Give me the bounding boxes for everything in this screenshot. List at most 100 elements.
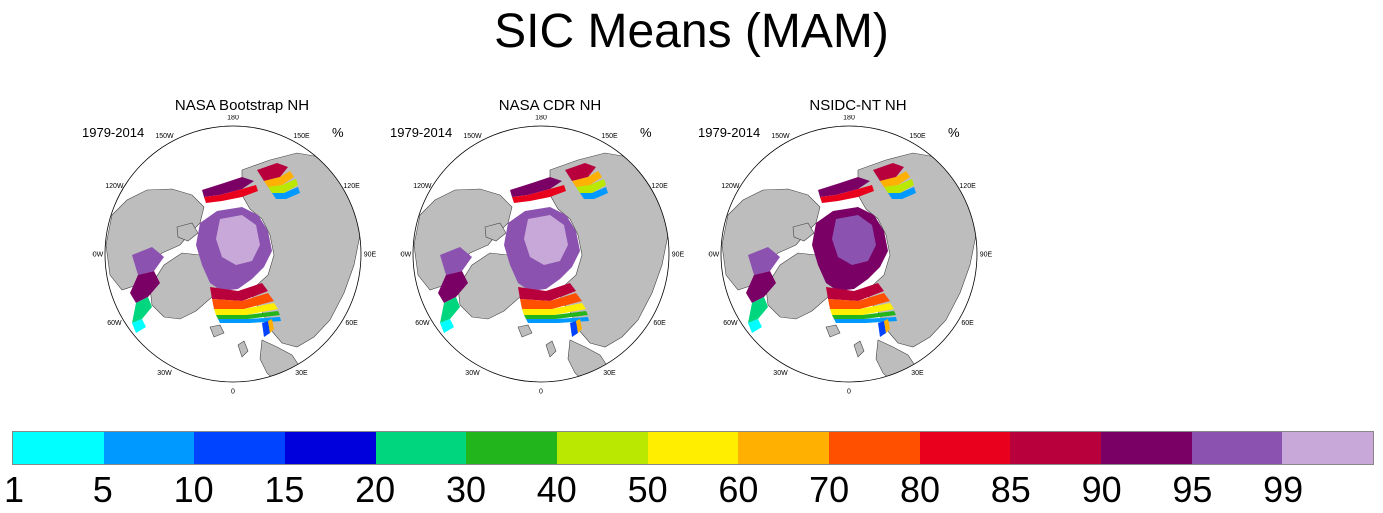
sea-ice-band <box>572 171 602 187</box>
sea-ice-band <box>512 185 566 203</box>
colorbar-label: 99 <box>1263 469 1304 510</box>
map-content <box>105 126 361 382</box>
sea-ice-band <box>818 177 870 197</box>
sea-ice-band <box>212 293 274 309</box>
sea-ice-band <box>522 303 586 315</box>
longitude-label: 150E <box>293 133 310 140</box>
colorbar-labels: 1 5 10 15 20 30 40 50 60 70 80 85 90 95 99 <box>0 470 1383 510</box>
longitude-label: 120E <box>959 183 976 190</box>
colorbar-label: 50 <box>627 469 668 510</box>
colorbar-box <box>919 432 1011 464</box>
longitude-label: 120W <box>413 183 432 190</box>
longitude-label: 30W <box>773 370 788 377</box>
sea-ice-band <box>570 321 578 337</box>
colorbar-box <box>1101 432 1192 464</box>
sea-ice-band <box>526 317 589 323</box>
longitude-label: 90W <box>708 252 720 259</box>
colorbar-label: 40 <box>536 469 577 510</box>
colorbar <box>12 431 1374 465</box>
longitude-label: 30W <box>465 370 480 377</box>
sea-ice-band <box>826 283 884 301</box>
map-boundary <box>104 125 362 383</box>
sea-ice-band <box>576 179 606 193</box>
colorbar-box <box>103 432 195 464</box>
sea-ice-band <box>132 247 164 275</box>
sea-ice-band <box>834 317 897 323</box>
longitude-label: 60E <box>653 320 666 327</box>
sea-ice-band <box>565 163 596 181</box>
longitude-label: 30E <box>911 370 924 377</box>
sea-ice-core <box>524 215 568 265</box>
longitude-label: 60E <box>961 320 974 327</box>
longitude-label: 150W <box>463 133 482 140</box>
panel-unit: % <box>948 125 960 140</box>
colorbar-label: 10 <box>173 469 214 510</box>
colorbar-label: 85 <box>990 469 1031 510</box>
longitude-label: 90W <box>400 252 412 259</box>
colorbar-box <box>466 432 558 464</box>
colorbar-box <box>647 432 739 464</box>
longitude-label: 90W <box>92 252 104 259</box>
colorbar-label: 60 <box>718 469 759 510</box>
map-panel-bootstrap: NASA Bootstrap NH 1979-2014 % 180 150E 120… <box>82 95 392 405</box>
panel-unit: % <box>332 125 344 140</box>
sea-ice-band <box>520 293 582 309</box>
colorbar-box <box>829 432 920 464</box>
land-mass <box>517 324 533 338</box>
sea-ice-band <box>132 319 146 333</box>
colorbar-box <box>738 432 830 464</box>
colorbar-label: 5 <box>92 469 113 510</box>
colorbar-box <box>557 432 648 464</box>
sea-ice-band <box>272 187 300 199</box>
sea-ice-band <box>204 185 258 203</box>
sea-ice-band <box>218 317 281 323</box>
sea-ice-band <box>510 177 562 197</box>
longitude-label: 120W <box>105 183 124 190</box>
sea-ice-band <box>746 271 776 303</box>
longitude-label: 150W <box>771 133 790 140</box>
sea-ice-band <box>580 187 608 199</box>
sea-ice-band <box>748 247 780 275</box>
sea-ice-band <box>438 271 468 303</box>
longitude-label: 60W <box>107 320 122 327</box>
polar-map: 180 150E 120E 90E 60E 30E 0 30W 60W 90W 120W 150W <box>400 115 685 396</box>
longitude-label: 0 <box>539 389 543 396</box>
sea-ice-band <box>873 163 904 181</box>
sea-ice-band <box>214 303 278 315</box>
longitude-label: 150W <box>155 133 174 140</box>
sea-ice-core <box>832 215 876 265</box>
sea-ice-band <box>440 247 472 275</box>
sea-ice-band <box>518 283 576 301</box>
sea-ice-band <box>830 303 894 315</box>
longitude-label: 90E <box>364 252 377 259</box>
colorbar-box <box>194 432 286 464</box>
land-mass <box>853 340 865 358</box>
land-mass <box>825 324 841 338</box>
longitude-label: 60W <box>723 320 738 327</box>
land-mass <box>484 222 507 242</box>
land-mass <box>209 324 225 338</box>
sea-ice-band <box>884 179 914 193</box>
longitude-label: 30W <box>157 370 172 377</box>
longitude-label: 60W <box>415 320 430 327</box>
land-mass <box>237 340 249 358</box>
colorbar-label: 20 <box>355 469 396 510</box>
sea-ice-band <box>748 319 762 333</box>
colorbar-box <box>1191 432 1283 464</box>
sea-ice-band <box>880 171 910 187</box>
colorbar-label: 90 <box>1081 469 1122 510</box>
colorbar-box <box>13 432 104 464</box>
colorbar-label: 1 <box>3 469 25 510</box>
land-mass <box>765 252 837 320</box>
panel-unit: % <box>640 125 652 140</box>
land-mass <box>176 222 199 242</box>
colorbar-box <box>1282 432 1374 464</box>
sea-ice-band <box>576 319 582 333</box>
map-boundary <box>412 125 670 383</box>
colorbar-label: 80 <box>899 469 941 510</box>
longitude-label: 30E <box>603 370 616 377</box>
land-mass <box>545 340 557 358</box>
longitude-label: 120E <box>343 183 360 190</box>
panel-title: NSIDC-NT NH <box>809 97 907 114</box>
sea-ice-band <box>440 319 454 333</box>
